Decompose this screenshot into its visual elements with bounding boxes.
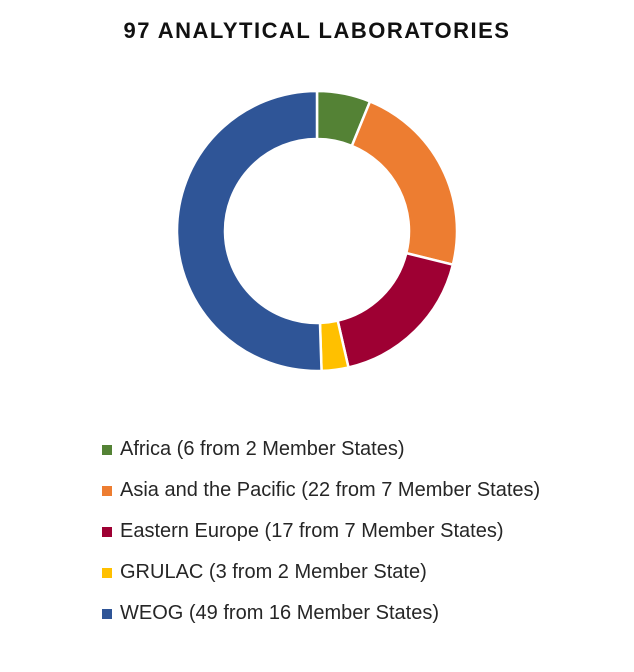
legend-swatch [102, 567, 112, 578]
chart-legend: Africa (6 from 2 Member States) Asia and… [102, 436, 602, 641]
legend-swatch [102, 526, 112, 537]
donut-slice [350, 99, 459, 267]
donut-slices [175, 89, 459, 373]
legend-label: Asia and the Pacific (22 from 7 Member S… [120, 479, 541, 501]
donut-slice [336, 251, 455, 369]
legend-item: Eastern Europe (17 from 7 Member States) [102, 518, 602, 545]
legend-item: WEOG (49 from 16 Member States) [102, 600, 602, 627]
donut-chart [175, 89, 459, 373]
chart-title: 97 ANALYTICAL LABORATORIES [123, 18, 511, 43]
legend-swatch [102, 608, 112, 619]
legend-label: Africa (6 from 2 Member States) [120, 438, 405, 460]
legend-swatch [102, 444, 112, 455]
legend-swatch [102, 485, 112, 496]
legend-label: GRULAC (3 from 2 Member State) [120, 561, 427, 583]
legend-item: GRULAC (3 from 2 Member State) [102, 559, 602, 586]
legend-label: Eastern Europe (17 from 7 Member States) [120, 520, 504, 542]
legend-item: Asia and the Pacific (22 from 7 Member S… [102, 477, 602, 504]
legend-item: Africa (6 from 2 Member States) [102, 436, 602, 463]
donut-slice [175, 89, 323, 373]
legend-label: WEOG (49 from 16 Member States) [120, 602, 439, 624]
